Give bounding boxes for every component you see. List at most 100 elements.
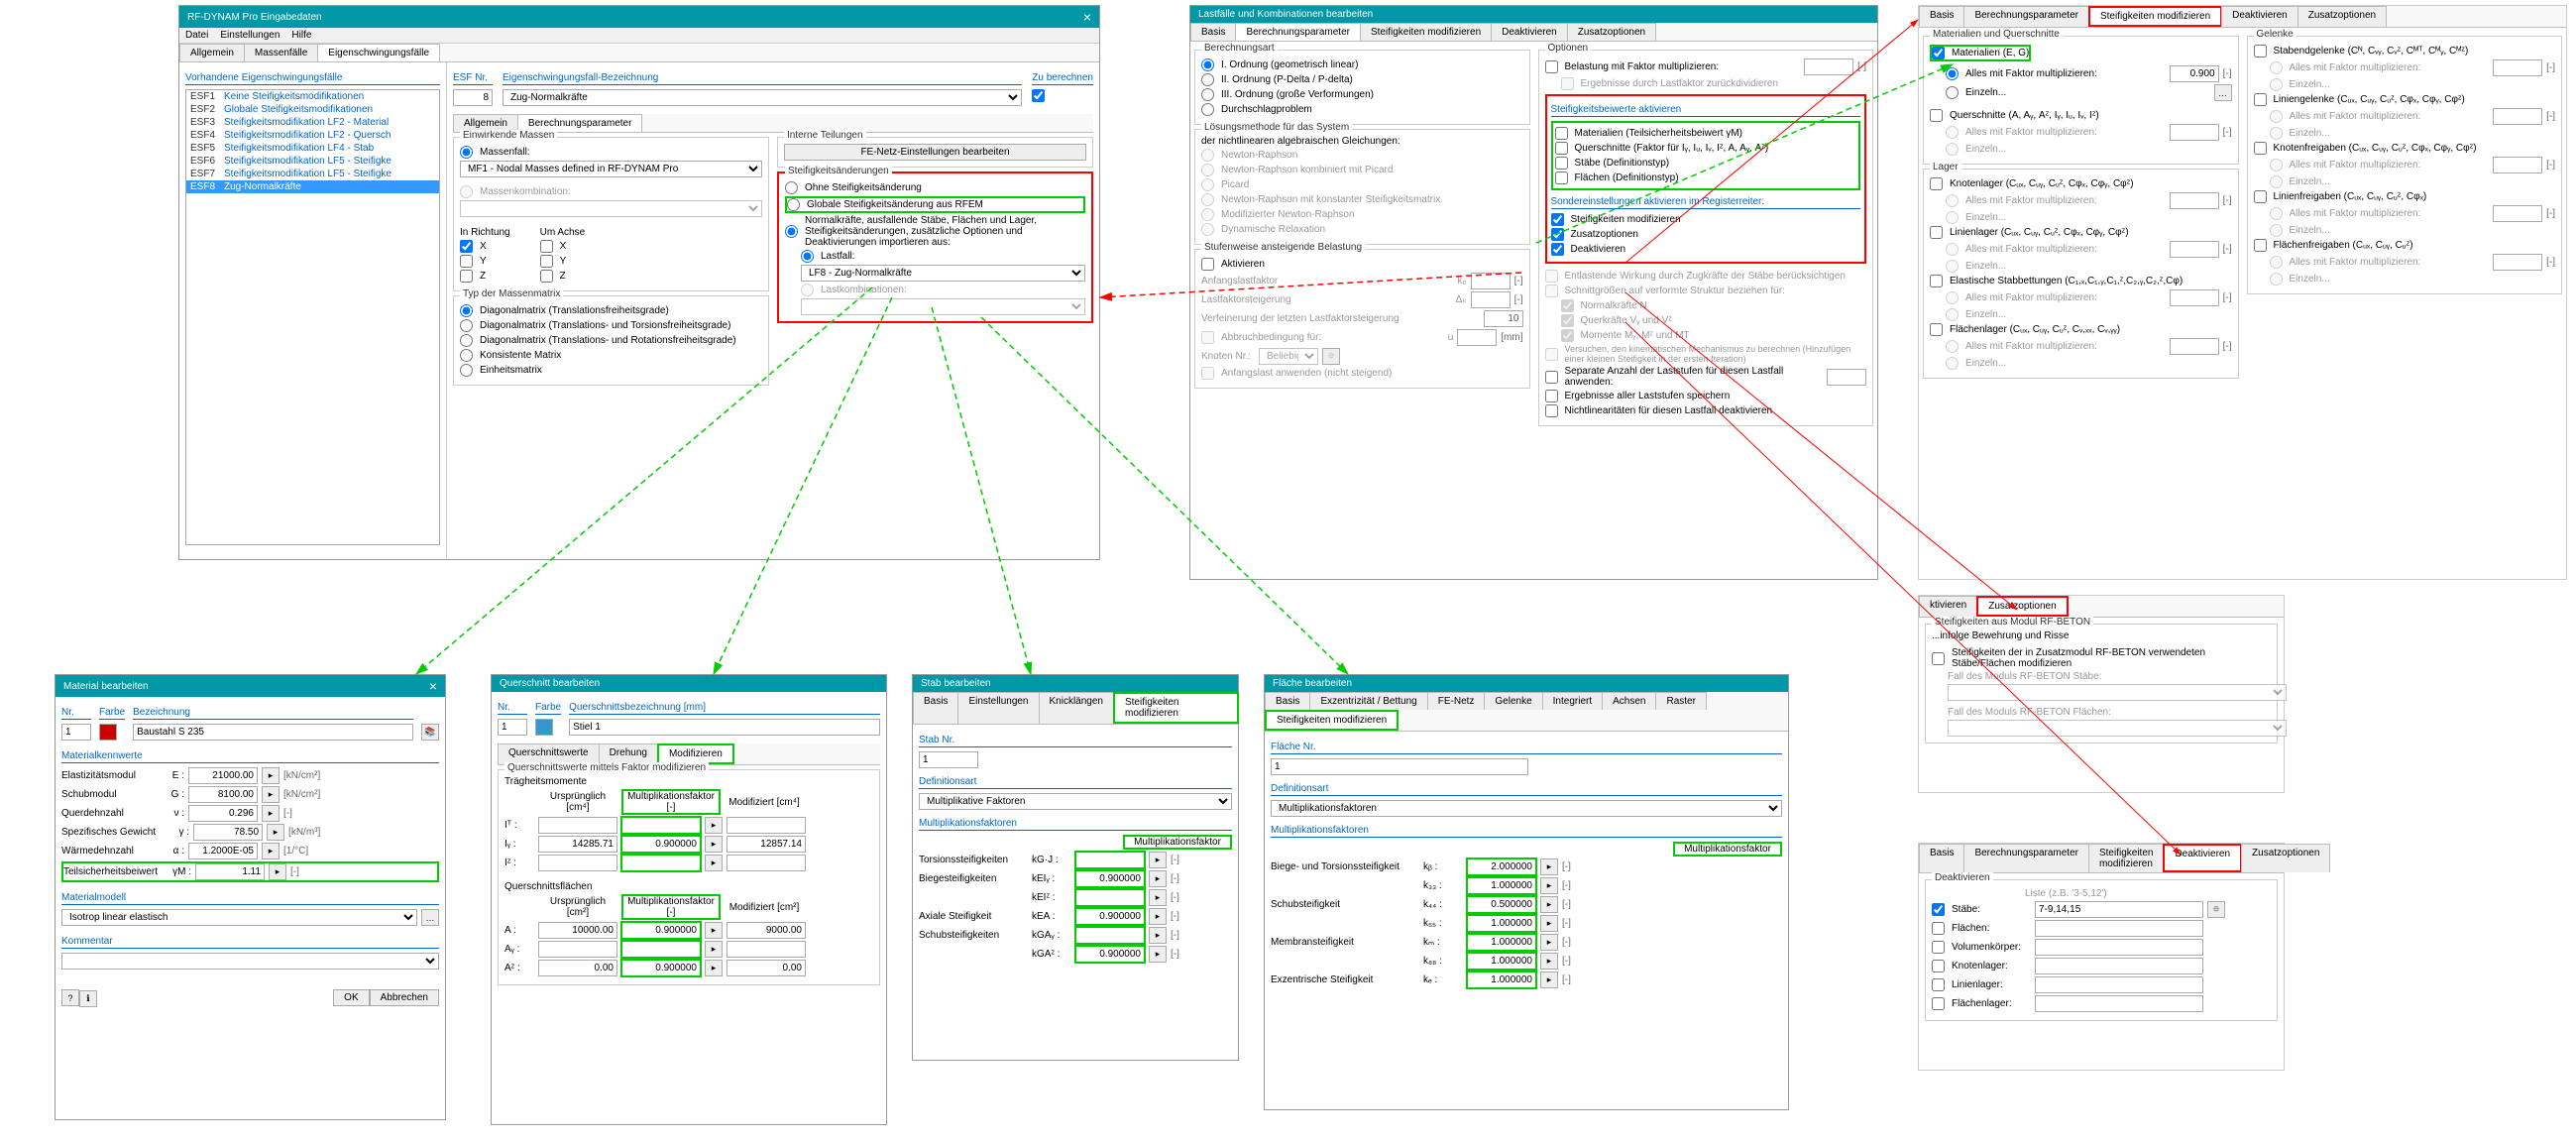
bart-opt[interactable]	[1201, 73, 1214, 86]
pick-icon[interactable]: ⯐	[2207, 901, 2225, 918]
mat-nr[interactable]	[61, 724, 91, 741]
close-icon[interactable]: ×	[1083, 9, 1091, 25]
dir-y[interactable]	[460, 255, 473, 268]
list-item[interactable]: ESF3Steifigkeitsmodifikation LF2 - Mater…	[186, 116, 439, 129]
tab-deakt[interactable]: Deaktivieren	[1491, 23, 1568, 41]
edit-icon[interactable]: …	[421, 909, 439, 926]
tab-steif[interactable]: Steifigkeiten modifizieren	[1360, 23, 1492, 41]
tab-allgemein[interactable]: Allgemein	[179, 44, 245, 61]
tab-steif[interactable]: Steifigkeiten modifizieren	[2088, 6, 2222, 27]
kommentar-select[interactable]	[61, 953, 439, 970]
mat-bez[interactable]	[133, 724, 413, 741]
steif-opt-import[interactable]	[785, 225, 798, 238]
tab-berech[interactable]: Berechnungsparameter	[1963, 6, 2089, 27]
dir-z[interactable]	[460, 270, 473, 283]
list-item[interactable]: ESF4Steifigkeitsmodifikation LF2 - Quers…	[186, 129, 439, 142]
tab-esf[interactable]: Eigenschwingungsfälle	[317, 44, 440, 61]
tab-flache-steif[interactable]: Steifigkeiten modifizieren	[1265, 710, 1399, 731]
color-swatch[interactable]	[99, 724, 117, 741]
masskomb-radio	[460, 185, 473, 198]
berechnen-check[interactable]	[1032, 89, 1045, 102]
e-input[interactable]	[188, 767, 258, 784]
ok-button[interactable]: OK	[333, 989, 369, 1006]
lastfall-radio[interactable]	[801, 250, 814, 263]
lib-icon[interactable]: 📚	[421, 724, 439, 741]
bart-opt[interactable]	[1201, 103, 1214, 116]
bart-opt[interactable]	[1201, 58, 1214, 71]
tab-deakt-active[interactable]: Deaktivieren	[2163, 844, 2242, 872]
tab-berech[interactable]: Berechnungsparameter	[1235, 23, 1361, 41]
win-deakt: Basis Berechnungsparameter Steifigkeiten…	[1918, 843, 2285, 1071]
info-icon[interactable]: ℹ	[79, 990, 97, 1007]
menu-settings[interactable]: Einstellungen	[220, 30, 280, 41]
tab-zusatz[interactable]: Zusatzoptionen	[1567, 23, 1656, 41]
mm-opt[interactable]	[460, 334, 473, 347]
close-icon[interactable]: ×	[429, 678, 437, 694]
list-item[interactable]: ESF2Globale Steifigkeitsmodifikationen	[186, 103, 439, 116]
quer-check[interactable]	[1930, 109, 1943, 122]
win-steif-tab: Basis Berechnungsparameter Steifigkeiten…	[1918, 5, 2567, 580]
list-item[interactable]: ESF6Steifigkeitsmodifikation LF5 - Steif…	[186, 155, 439, 168]
separate-check[interactable]	[1545, 371, 1558, 384]
sonder-zusatz[interactable]	[1551, 228, 1564, 241]
bart-opt[interactable]	[1201, 88, 1214, 101]
stabe-check[interactable]	[1932, 903, 1945, 916]
dir-x[interactable]	[460, 240, 473, 253]
mm-opt[interactable]	[460, 364, 473, 377]
main-tabs: Allgemein Massenfälle Eigenschwingungsfä…	[179, 44, 1099, 62]
beiw-stab[interactable]	[1555, 157, 1568, 170]
beiw-mat[interactable]	[1555, 127, 1568, 140]
steif-opt-rfem[interactable]	[787, 198, 800, 211]
help-icon[interactable]: ?	[61, 989, 79, 1006]
mat-alles[interactable]	[1946, 67, 1959, 80]
esf-bez-select[interactable]: Zug-Normalkräfte	[503, 89, 1022, 106]
menu-help[interactable]: Hilfe	[291, 30, 311, 41]
sonder-deakt[interactable]	[1551, 243, 1564, 256]
list-item[interactable]: ESF5Steifigkeitsmodifikation LF4 - Stab	[186, 142, 439, 155]
tab-basis[interactable]: Basis	[1919, 6, 1964, 27]
list-item-selected[interactable]: ESF8Zug-Normalkräfte	[186, 180, 439, 193]
ax-z[interactable]	[540, 270, 553, 283]
color-swatch[interactable]	[535, 719, 553, 736]
matmodell-select[interactable]: Isotrop linear elastisch	[61, 909, 417, 926]
tab-stab-steif[interactable]: Steifigkeiten modifizieren	[1113, 692, 1239, 724]
tab-massen[interactable]: Massenfälle	[244, 44, 318, 61]
beiw-flach[interactable]	[1555, 171, 1568, 184]
mat-einzeln[interactable]	[1946, 86, 1959, 99]
cancel-button[interactable]: Abbrechen	[370, 989, 439, 1006]
nichtlin-check[interactable]	[1545, 404, 1558, 417]
massenfall-radio[interactable]	[460, 146, 473, 159]
tab-deakt[interactable]: Deaktivieren	[2221, 6, 2298, 27]
ergspeich-check[interactable]	[1545, 390, 1558, 402]
steif-opt[interactable]	[785, 181, 798, 194]
beiw-quer[interactable]	[1555, 142, 1568, 155]
esf-nr-input[interactable]	[453, 89, 493, 106]
tab-basis[interactable]: Basis	[1190, 23, 1236, 41]
ax-y[interactable]	[540, 255, 553, 268]
ax-x[interactable]	[540, 240, 553, 253]
aktivieren-check[interactable]	[1201, 258, 1214, 271]
massenfall-select[interactable]: MF1 - Nodal Masses defined in RF-DYNAM P…	[460, 161, 762, 177]
mat-check[interactable]	[1932, 47, 1945, 59]
fe-netz-btn[interactable]: FE-Netz-Einstellungen bearbeiten	[784, 144, 1086, 161]
tab-modifizieren[interactable]: Modifizieren	[657, 743, 734, 764]
esf-list[interactable]: ESF1Keine Steifigkeitsmodifikationen ESF…	[185, 89, 440, 545]
list-item[interactable]: ESF7Steifigkeitsmodifikation LF5 - Steif…	[186, 168, 439, 180]
pick-icon: ⯐	[1322, 348, 1340, 365]
mm-opt[interactable]	[460, 304, 473, 317]
win-material: Material bearbeiten× Nr. Farbe Bezeichnu…	[55, 674, 446, 1120]
tab-zusatz-active[interactable]: Zusatzoptionen	[1976, 596, 2068, 617]
belast-check[interactable]	[1545, 60, 1558, 73]
spinner-icon[interactable]: ▸	[262, 767, 280, 784]
menu-file[interactable]: Datei	[185, 30, 208, 41]
mm-opt[interactable]	[460, 349, 473, 362]
gm-input[interactable]	[195, 863, 265, 880]
list-item[interactable]: ESF1Keine Steifigkeitsmodifikationen	[186, 90, 439, 103]
sonder-steif[interactable]	[1551, 213, 1564, 226]
edit-icon[interactable]: …	[2214, 84, 2232, 101]
tab-zusatz[interactable]: Zusatzoptionen	[2297, 6, 2387, 27]
masskomb-select	[460, 200, 762, 217]
mm-opt[interactable]	[460, 319, 473, 332]
lastfall-select[interactable]: LF8 - Zug-Normalkräfte	[801, 265, 1085, 282]
stabe-input[interactable]	[2035, 901, 2203, 918]
